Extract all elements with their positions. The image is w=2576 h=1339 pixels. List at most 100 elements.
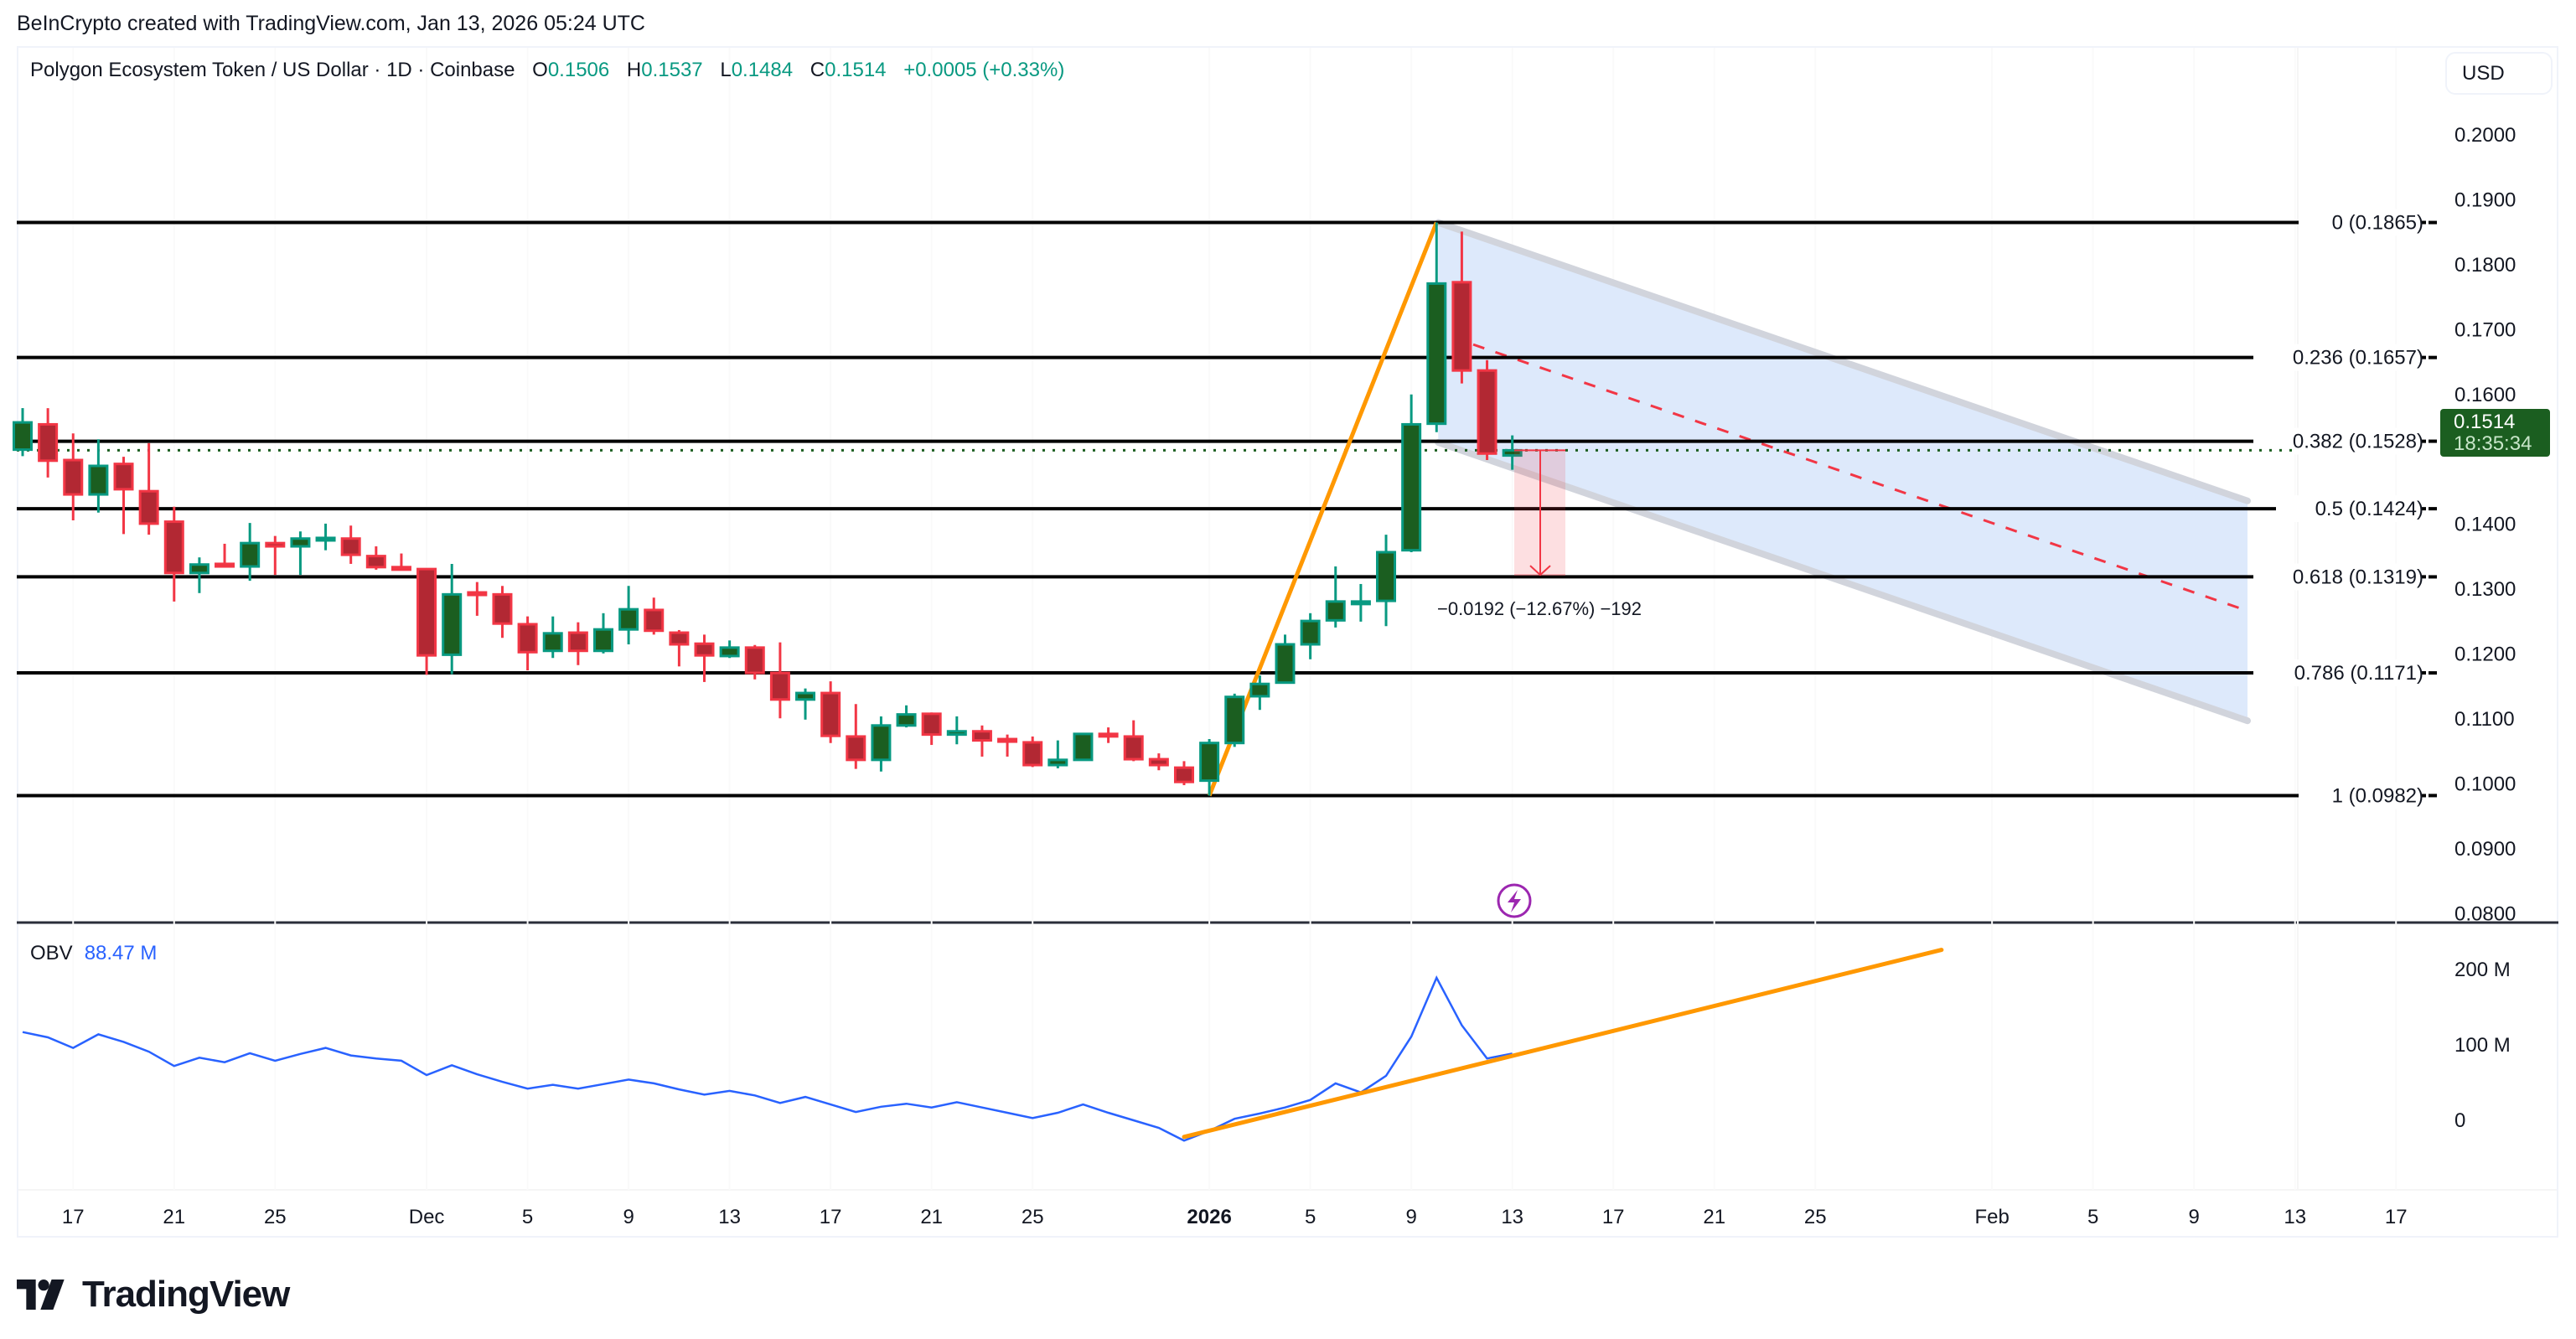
candle[interactable] [492,586,513,638]
candle[interactable] [391,553,411,571]
candle[interactable] [290,531,311,576]
candle[interactable] [63,433,84,521]
candle[interactable] [795,688,816,720]
candle[interactable] [744,644,765,680]
candle-body [517,623,538,654]
candle[interactable] [1401,394,1422,553]
candle[interactable] [1148,753,1169,771]
obv-axis-label: 100 M [2454,1034,2511,1057]
candle-body [820,691,841,737]
candle[interactable] [1249,675,1270,711]
obv-trend-line[interactable] [1182,948,1944,1140]
candle[interactable] [517,616,538,670]
candle[interactable] [1451,231,1472,384]
candle[interactable] [1098,727,1119,743]
candle-body [1275,643,1296,685]
tradingview-logo[interactable]: TradingView [17,1274,290,1316]
candle[interactable] [163,506,184,602]
candle[interactable] [1300,613,1321,659]
candle[interactable] [240,523,261,582]
candle[interactable] [871,716,892,772]
candle[interactable] [921,712,942,746]
obv-legend[interactable]: OBV 88.47 M [30,942,157,965]
candle[interactable] [946,716,967,745]
candle[interactable] [416,567,437,675]
price-axis-label: 0.2000 [2454,124,2516,147]
candle-body [1073,732,1094,762]
currency-button[interactable]: USD [2445,52,2553,95]
candle[interactable] [1173,761,1194,786]
candle[interactable] [618,586,639,644]
candle[interactable] [1325,566,1346,628]
candle[interactable] [1199,739,1220,796]
candle[interactable] [592,613,613,654]
candle[interactable] [644,597,665,635]
change-value: +0.0005 (+0.33%) [903,59,1065,81]
candle[interactable] [215,543,235,568]
channel-upper-line[interactable] [1435,219,2251,504]
candle[interactable] [1123,720,1144,762]
candle[interactable] [265,535,286,576]
candle[interactable] [365,546,386,570]
candle[interactable] [442,563,463,675]
candle[interactable] [13,408,33,457]
fib-label-bg [2253,563,2422,591]
candle[interactable] [467,582,488,616]
time-axis-label: 5 [522,1206,533,1228]
candle[interactable] [846,704,866,769]
candle-body [38,422,59,463]
candle-body [1401,422,1422,552]
fib-level-label: 0.236 (0.1657) [2293,347,2423,370]
candle[interactable] [1350,583,1371,622]
open-value: 0.1506 [547,59,610,81]
candle[interactable] [719,640,740,659]
time-axis-label: 13 [2284,1206,2306,1228]
time-axis-label: 21 [163,1206,185,1228]
candle[interactable] [1073,732,1094,762]
candle-body [795,691,816,701]
candle[interactable] [769,642,790,719]
candle[interactable] [1224,693,1245,747]
channel-median-line[interactable] [1472,343,2248,613]
candle[interactable] [1022,736,1043,768]
price-axis-label: 0.1000 [2454,773,2516,796]
candle[interactable] [896,705,917,728]
candle[interactable] [38,408,59,478]
symbol-title[interactable]: Polygon Ecosystem Token / US Dollar · 1D… [30,59,515,81]
candle[interactable] [1047,740,1068,768]
candlestick-series[interactable] [13,222,1523,796]
candle-body [492,592,513,625]
candle[interactable] [971,725,992,757]
candle[interactable] [1502,435,1523,470]
candle-body [744,646,765,675]
candle[interactable] [1376,535,1397,627]
candle[interactable] [567,622,588,665]
candle[interactable] [669,629,690,667]
candle[interactable] [1275,634,1296,685]
candle[interactable] [340,525,361,564]
candle[interactable] [820,681,841,743]
event-lightning-icon[interactable] [1497,883,1532,918]
candle[interactable] [1426,222,1447,432]
candle[interactable] [315,523,336,551]
candle[interactable] [542,616,563,659]
obv-line[interactable] [22,975,1513,1142]
candle[interactable] [997,734,1018,757]
time-axis-label: 5 [2087,1206,2098,1228]
time-axis-label: Feb [1974,1206,2009,1228]
candle[interactable] [189,557,209,593]
candle-body [1098,732,1119,738]
candle-body [265,541,286,548]
price-range-measure[interactable]: −0.0192 (−12.67%) −192 [1437,449,1642,619]
candle[interactable] [88,439,109,513]
price-trend-line[interactable] [1207,221,1439,797]
candle[interactable] [138,442,159,535]
time-axis-label: 21 [1703,1206,1725,1228]
candle-body [592,628,613,653]
candle-body [946,730,967,737]
candle-body [1300,619,1321,646]
candle[interactable] [113,457,134,535]
candle[interactable] [1477,359,1497,461]
candle[interactable] [694,634,715,682]
